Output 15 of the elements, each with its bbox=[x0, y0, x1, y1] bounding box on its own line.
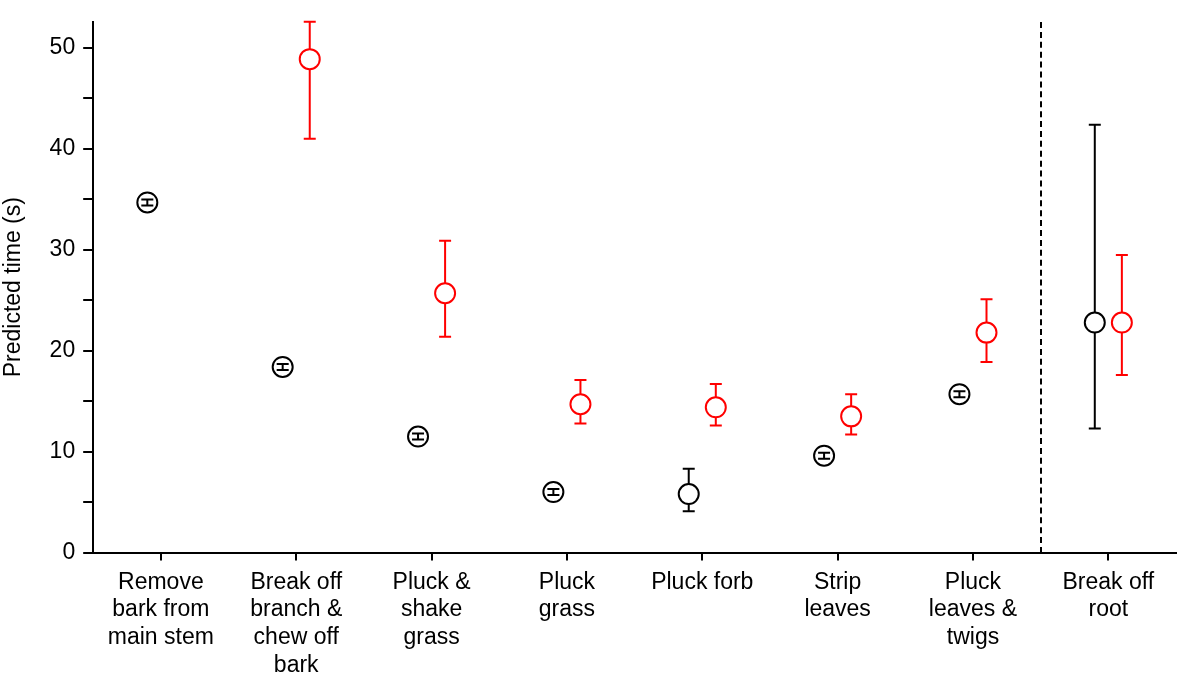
y-tick-label: 10 bbox=[49, 437, 76, 464]
x-tick-label: Strip leaves bbox=[804, 567, 871, 622]
y-tick-label: 20 bbox=[49, 336, 76, 363]
y-tick-label: 50 bbox=[49, 33, 76, 60]
y-tick-label: 30 bbox=[49, 235, 76, 262]
x-tick-label: Remove bark from main stem bbox=[107, 567, 214, 649]
y-tick-label: 0 bbox=[62, 537, 76, 564]
x-tick-label: Break off root bbox=[1062, 567, 1155, 622]
x-tick-label: Pluck & shake grass bbox=[392, 567, 471, 649]
x-tick-label: Pluck forb bbox=[651, 567, 754, 594]
x-tick-label: Pluck leaves & twigs bbox=[928, 567, 1018, 649]
x-tick-label: Break off branch & chew off bark bbox=[250, 567, 343, 677]
x-tick-label: Pluck grass bbox=[538, 567, 596, 622]
y-tick-label: 40 bbox=[49, 134, 76, 161]
y-axis-title: Predicted time (s) bbox=[0, 197, 26, 378]
